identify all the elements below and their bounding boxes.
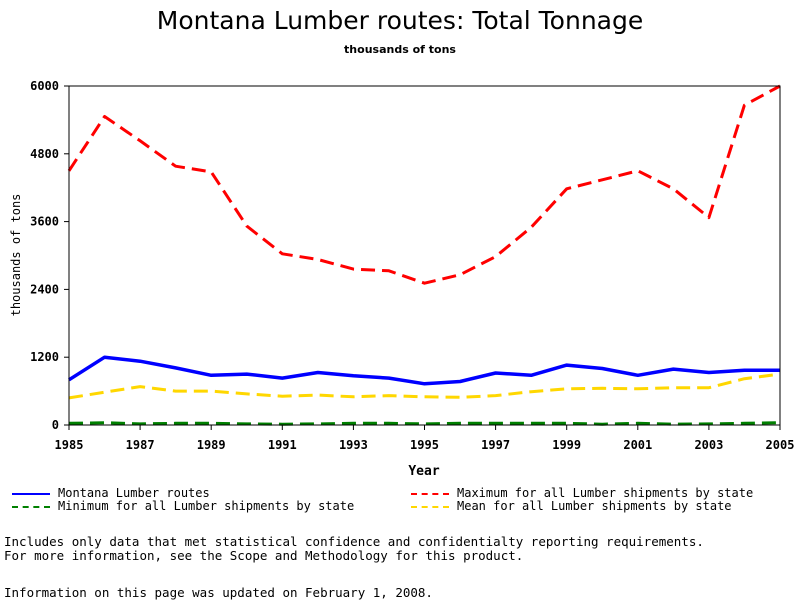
legend-label-minimum: Minimum for all Lumber shipments by stat… — [58, 499, 355, 513]
legend-label-maximum: Maximum for all Lumber shipments by stat… — [457, 486, 754, 500]
x-tick-label: 2003 — [694, 438, 723, 452]
y-tick-label: 0 — [52, 418, 59, 432]
legend-swatch-maximum — [411, 493, 449, 495]
y-tick-label: 3600 — [30, 215, 59, 229]
legend-swatch-mean — [411, 506, 449, 508]
y-tick-label: 2400 — [30, 282, 59, 296]
series-line-mean — [68, 372, 781, 400]
chart-subtitle: thousands of tons — [344, 43, 456, 56]
y-tick-label: 1200 — [30, 350, 59, 364]
plot-frame — [68, 85, 781, 426]
x-tick-label: 1987 — [126, 438, 155, 452]
x-tick-label: 1989 — [197, 438, 226, 452]
x-tick-label: 2001 — [623, 438, 652, 452]
series-layer — [67, 84, 781, 426]
y-tick-label: 4800 — [30, 147, 59, 161]
footnote-line-2: For more information, see the Scope and … — [4, 548, 524, 563]
footnote-line-1: Includes only data that met statistical … — [4, 534, 704, 549]
line-chart: 1985 1987 1989 1991 1993 1995 1997 1999 2001 2003… — [9, 79, 795, 479]
chart-title: Montana Lumber routes: Total Tonnage — [156, 6, 644, 35]
y-axis-label: thousands of tons — [9, 194, 23, 317]
x-axis: 1985 1987 1989 1991 1993 1995 1997 1999 2001 2003… — [55, 425, 795, 452]
x-tick-label: 1999 — [552, 438, 581, 452]
x-tick-label: 1985 — [55, 438, 84, 452]
series-line-minimum — [68, 421, 781, 426]
series-line-montana — [68, 355, 780, 386]
footnote: Includes only data that met statistical … — [4, 535, 704, 563]
y-axis: 0 1200 2400 3600 4800 6000 — [30, 79, 69, 432]
x-tick-label: 1993 — [339, 438, 368, 452]
update-notice: Information on this page was updated on … — [4, 585, 433, 600]
x-axis-label: Year — [408, 464, 439, 479]
legend-label-montana: Montana Lumber routes — [58, 486, 210, 500]
x-tick-label: 1997 — [481, 438, 510, 452]
legend-label-mean: Mean for all Lumber shipments by state — [457, 499, 732, 513]
legend-swatch-minimum — [12, 506, 50, 508]
y-tick-label: 6000 — [30, 79, 59, 93]
x-tick-label: 1995 — [410, 438, 439, 452]
legend-swatch-montana — [12, 493, 50, 495]
x-tick-label: 2005 — [766, 438, 795, 452]
x-tick-label: 1991 — [268, 438, 297, 452]
series-line-maximum — [67, 84, 781, 285]
